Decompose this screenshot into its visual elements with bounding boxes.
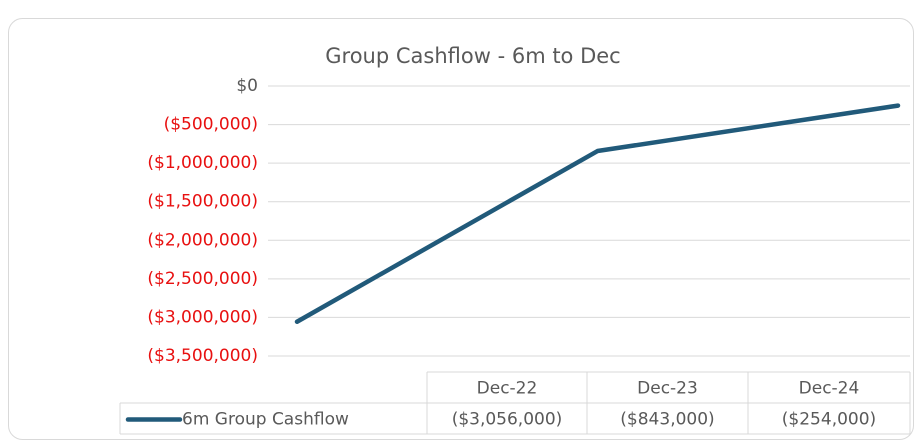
y-tick-label: ($2,000,000) <box>147 230 258 250</box>
y-tick-label: ($3,500,000) <box>147 346 258 366</box>
y-tick-label: ($500,000) <box>164 115 258 135</box>
legend-label: 6m Group Cashflow <box>182 410 349 430</box>
x-tick-label: Dec-22 <box>477 379 538 399</box>
y-tick-label: $0 <box>236 76 258 96</box>
table-value: ($3,056,000) <box>452 410 563 430</box>
table-value: ($843,000) <box>620 410 714 430</box>
series-line <box>294 103 901 324</box>
table-value: ($254,000) <box>782 410 876 430</box>
y-tick-label: ($3,000,000) <box>147 307 258 327</box>
x-tick-label: Dec-24 <box>799 379 860 399</box>
y-tick-label: ($1,000,000) <box>147 153 258 173</box>
y-tick-label: ($1,500,000) <box>147 192 258 212</box>
chart-title: Group Cashflow - 6m to Dec <box>325 44 620 68</box>
y-tick-label: ($2,500,000) <box>147 269 258 289</box>
x-tick-label: Dec-23 <box>637 379 698 399</box>
